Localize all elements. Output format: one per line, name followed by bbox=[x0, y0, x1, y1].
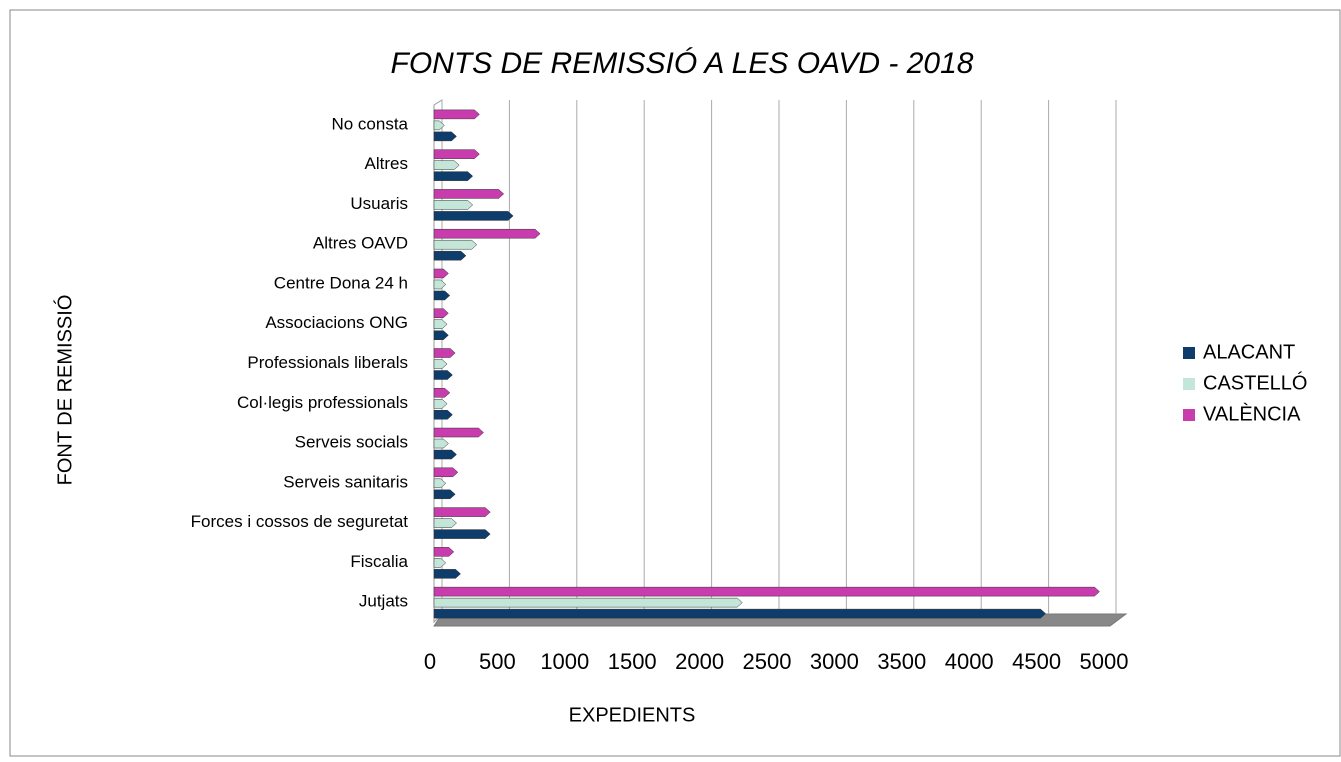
bar bbox=[433, 120, 445, 131]
y-tick-label: Usuaris bbox=[350, 194, 408, 213]
bar bbox=[433, 489, 456, 500]
bar bbox=[433, 149, 480, 159]
bar bbox=[433, 569, 461, 579]
legend-label: CASTELLÓ bbox=[1203, 371, 1307, 394]
x-tick-label: 1000 bbox=[540, 649, 589, 674]
bar bbox=[433, 507, 491, 517]
bar bbox=[433, 160, 460, 170]
bar bbox=[433, 290, 451, 301]
y-tick-label: Forces i cossos de seguretat bbox=[191, 512, 409, 531]
bar bbox=[433, 228, 541, 239]
bar bbox=[433, 586, 1100, 597]
y-tick-label: No consta bbox=[331, 114, 408, 133]
bar bbox=[433, 250, 467, 261]
bar bbox=[433, 478, 447, 489]
legend-label: VALÈNCIA bbox=[1203, 402, 1301, 425]
y-tick-label: Jutjats bbox=[359, 592, 408, 611]
legend-swatch bbox=[1183, 409, 1195, 421]
bar bbox=[433, 558, 447, 568]
bar bbox=[433, 399, 448, 409]
bar bbox=[433, 279, 447, 290]
bar bbox=[433, 438, 449, 449]
x-tick-label: 3000 bbox=[810, 649, 859, 674]
bar bbox=[433, 359, 448, 369]
x-tick-label: 0 bbox=[424, 649, 436, 674]
x-tick-label: 4000 bbox=[945, 649, 994, 674]
x-axis-label: EXPEDIENTS bbox=[569, 704, 696, 726]
bar bbox=[433, 608, 1046, 619]
y-axis-label: FONT DE REMISSIÓ bbox=[53, 295, 76, 486]
y-tick-label: Centre Dona 24 h bbox=[274, 273, 408, 292]
bar bbox=[433, 529, 491, 539]
y-tick-label: Associacions ONG bbox=[265, 313, 408, 332]
bar bbox=[433, 467, 459, 478]
bar bbox=[433, 449, 457, 460]
bar bbox=[433, 171, 474, 181]
x-tick-label: 2000 bbox=[675, 649, 724, 674]
bar bbox=[433, 131, 457, 142]
chart-title: FONTS DE REMISSIÓ A LES OAVD - 2018 bbox=[391, 47, 974, 80]
y-tick-label: Altres bbox=[365, 154, 408, 173]
bar bbox=[433, 410, 453, 420]
x-tick-label: 500 bbox=[479, 649, 516, 674]
x-tick-label: 3500 bbox=[877, 649, 926, 674]
y-tick-label: Serveis sanitaris bbox=[283, 472, 408, 491]
bar bbox=[433, 348, 456, 358]
y-tick-label: Professionals liberals bbox=[247, 353, 408, 372]
bar bbox=[433, 597, 743, 608]
legend-label: ALACANT bbox=[1203, 341, 1295, 363]
y-tick-label: Col·legis professionals bbox=[237, 393, 408, 412]
bar bbox=[433, 211, 514, 221]
x-tick-label: 4500 bbox=[1012, 649, 1061, 674]
bar bbox=[433, 319, 448, 329]
chart-frame bbox=[9, 9, 1341, 757]
x-tick-label: 2500 bbox=[743, 649, 792, 674]
bar bbox=[433, 109, 480, 120]
bar bbox=[433, 200, 474, 210]
y-tick-label: Fiscalia bbox=[350, 552, 408, 571]
x-tick-label: 1500 bbox=[608, 649, 657, 674]
legend-swatch bbox=[1183, 378, 1195, 390]
bar bbox=[433, 518, 457, 528]
y-tick-label: Serveis socials bbox=[295, 433, 408, 452]
bar bbox=[433, 189, 505, 199]
bar bbox=[433, 388, 451, 398]
x-tick-label: 5000 bbox=[1080, 649, 1129, 674]
bar bbox=[433, 330, 449, 340]
legend-swatch bbox=[1183, 347, 1195, 359]
bar bbox=[433, 370, 453, 380]
bar bbox=[433, 268, 449, 279]
bar bbox=[433, 547, 455, 557]
bar bbox=[433, 308, 449, 318]
bar bbox=[433, 239, 478, 250]
y-tick-label: Altres OAVD bbox=[313, 234, 408, 253]
bar bbox=[433, 427, 484, 438]
